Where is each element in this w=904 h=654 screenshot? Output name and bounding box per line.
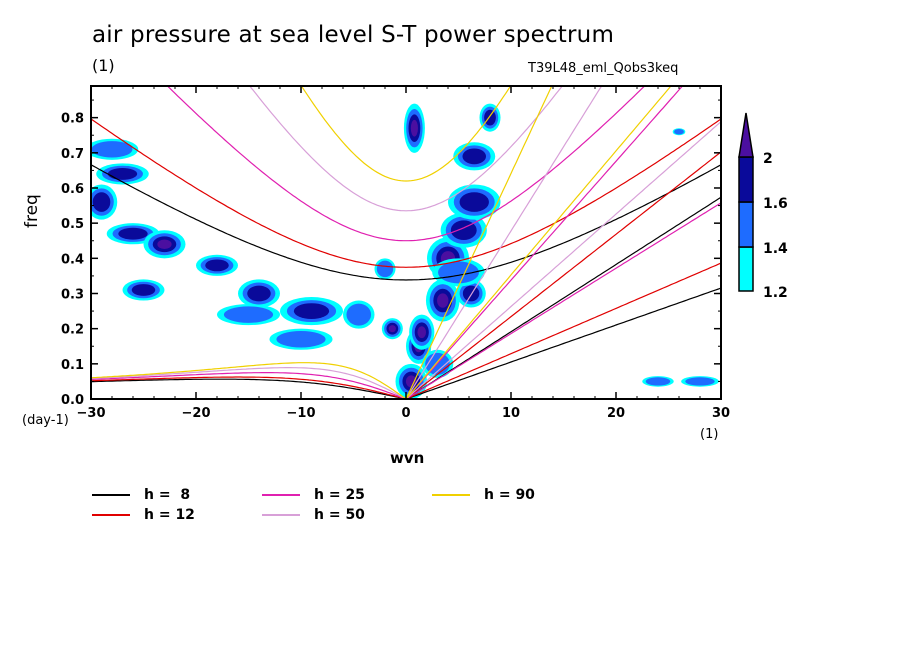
x-tick-label: 10 — [502, 406, 520, 421]
spectrum-patch-level-2 — [118, 227, 148, 240]
y-tick-label: 0.2 — [61, 323, 84, 338]
legend-item-h90: h = 90 — [432, 487, 535, 503]
legend-swatch — [92, 514, 130, 516]
inertia-gravity-curve-h90 — [300, 86, 512, 182]
eastward-gravity-curve-h50 — [405, 121, 721, 399]
spectrum-patch-level-1 — [376, 260, 394, 278]
eastward-gravity-curve-h8 — [405, 287, 721, 399]
y-tick-label: 0.3 — [61, 287, 84, 302]
spectrum-patch-level-2 — [107, 168, 138, 180]
colorbar-label: 1.6 — [763, 196, 788, 212]
colorbar-box-2 — [738, 156, 754, 203]
spectrum-patch-level-1 — [438, 261, 479, 284]
eastward-gravity-curve-h25 — [405, 202, 721, 399]
spectrum-patch-level-2 — [92, 192, 111, 212]
legend-item-h25: h = 25 — [262, 487, 365, 503]
spectrum-patch-level-2 — [462, 285, 480, 302]
colorbar-label: 1.4 — [763, 241, 788, 257]
spectrum-patch-level-1 — [346, 303, 372, 326]
spectrum-patch-level-3 — [437, 293, 449, 308]
legend-swatch — [262, 494, 300, 496]
legend-item-h50: h = 50 — [262, 507, 365, 523]
eastward-gravity-curve-h12 — [405, 262, 721, 399]
y-tick-label: 0.8 — [61, 112, 84, 127]
x-tick-label: 30 — [712, 406, 730, 421]
legend-item-h12: h = 12 — [92, 507, 195, 523]
legend-label: h = 50 — [314, 507, 365, 523]
y-tick-label: 0.0 — [61, 393, 84, 408]
spectrum-patch-level-1 — [674, 128, 684, 135]
x-axis-unit: (1) — [700, 427, 719, 442]
spectrum-patch-level-2 — [462, 148, 487, 165]
spectrum-patch-level-2 — [131, 284, 156, 296]
inertia-gravity-curve-h8 — [91, 164, 721, 281]
y-tick-label: 0.1 — [61, 358, 84, 373]
kelvin-curve-h8 — [405, 196, 721, 399]
y-tick-label: 0.6 — [61, 182, 84, 197]
spectrum-patch-level-2 — [484, 109, 496, 126]
legend-label: h = 25 — [314, 487, 365, 503]
kelvin-curve-h50 — [405, 86, 603, 399]
rossby-curve-h50 — [91, 367, 407, 399]
y-axis-unit: (day-1) — [22, 413, 69, 428]
spectrum-patch-level-1 — [276, 330, 326, 348]
colorbar-box-1 — [738, 201, 754, 248]
x-tick-label: 0 — [401, 406, 410, 421]
legend-label: h = 12 — [144, 507, 195, 523]
eastward-gravity-curve-h90 — [405, 86, 672, 399]
spectrum-patch-level-2 — [459, 192, 489, 212]
axis-ticks: −30 −20 −10 0 10 20 30 0.0 0.1 0.2 0.3 0.4 0.5 0.6 0.7… — [61, 86, 730, 421]
rossby-curve-h12 — [91, 376, 407, 399]
kelvin-curve-h12 — [405, 151, 721, 399]
inertia-gravity-curve-h12 — [91, 118, 721, 268]
legend-swatch — [262, 514, 300, 516]
colorbar: 1.2 1.4 1.6 2 — [738, 112, 788, 301]
x-axis-label: wvn — [390, 449, 425, 467]
y-tick-label: 0.7 — [61, 147, 84, 162]
colorbar-box-0 — [738, 246, 754, 292]
colorbar-extend-max — [738, 112, 754, 158]
spectrum-patch-level-1 — [91, 141, 133, 158]
colorbar-label: 2 — [763, 151, 773, 167]
spectrum-patch-level-2 — [293, 303, 330, 319]
chart-subtitle-experiment: T39L48_eml_Qobs3keq — [528, 61, 679, 76]
spectrum-patch-level-1 — [223, 306, 274, 323]
x-tick-label: −30 — [77, 406, 106, 421]
colorbar-label: 1.2 — [763, 285, 788, 301]
legend-swatch — [92, 494, 130, 496]
spectrum-patch-level-2 — [205, 259, 229, 272]
legend-swatch — [432, 494, 470, 496]
chart-title: air pressure at sea level S-T power spec… — [92, 22, 615, 48]
kelvin-curve-h25 — [405, 86, 684, 399]
dispersion-curves — [91, 86, 721, 399]
spectrum-patch-level-1 — [685, 377, 715, 386]
spectrum-patch-level-3 — [157, 239, 172, 250]
inertia-gravity-curve-h50 — [249, 86, 563, 212]
x-tick-label: −20 — [182, 406, 211, 421]
rossby-curve-h25 — [91, 372, 407, 399]
inertia-gravity-curve-h25 — [166, 86, 646, 242]
power-spectrum-heatmap — [91, 103, 719, 399]
spectrum-patch-level-3 — [388, 325, 396, 333]
x-tick-label: −10 — [287, 406, 316, 421]
spectrum-patch-level-1 — [645, 377, 671, 386]
spectrum-patch-level-2 — [247, 285, 271, 302]
legend-label: h = 8 — [144, 487, 191, 503]
spectrum-patch-level-3 — [405, 375, 417, 388]
kelvin-curve-h90 — [405, 86, 553, 399]
y-tick-label: 0.5 — [61, 217, 84, 232]
chart-subtitle-units: (1) — [92, 56, 115, 75]
spectrum-patch-level-3 — [417, 326, 427, 339]
legend-label: h = 90 — [484, 487, 535, 503]
rossby-curve-h8 — [91, 378, 407, 399]
legend-item-h8: h = 8 — [92, 487, 190, 503]
y-tick-label: 0.4 — [61, 252, 84, 267]
rossby-curve-h90 — [91, 362, 407, 399]
spectrum-patch-level-3 — [410, 119, 418, 137]
x-tick-label: 20 — [607, 406, 625, 421]
